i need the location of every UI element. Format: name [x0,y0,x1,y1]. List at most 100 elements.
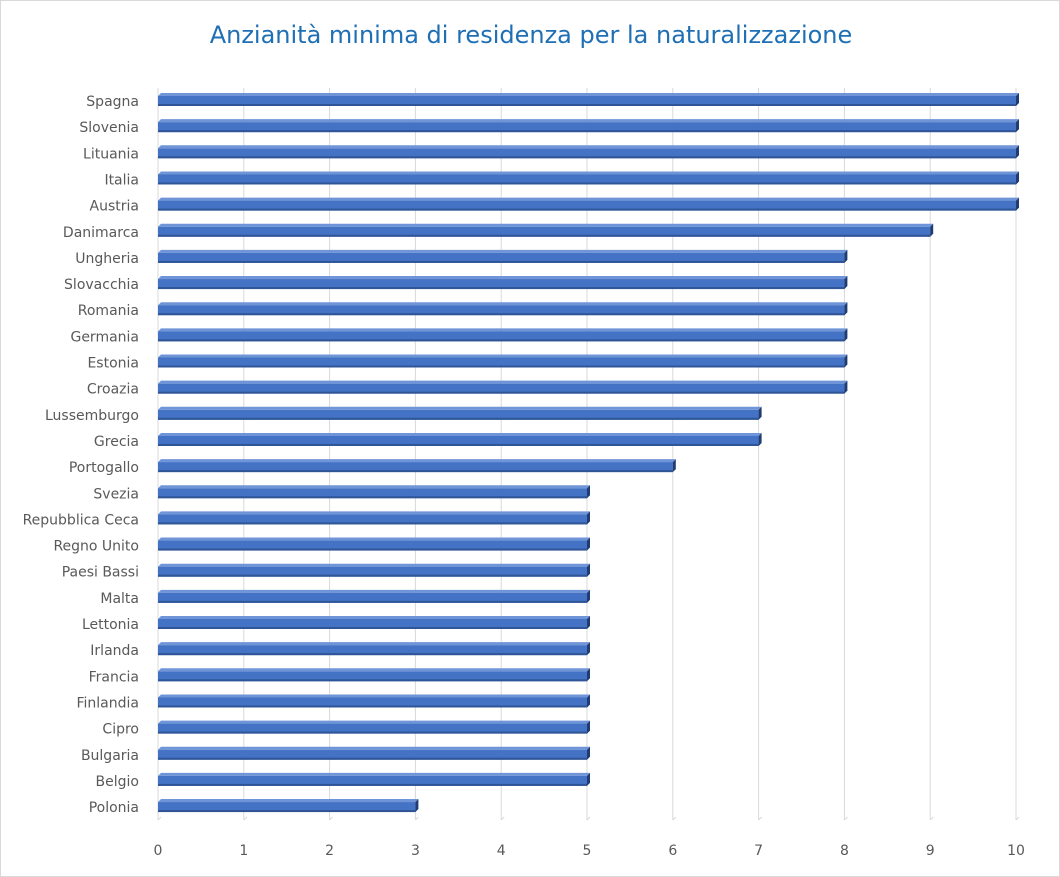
bar-end [844,302,848,316]
category-label: Lussemburgo [45,408,139,424]
bar-bottom-shade [158,653,587,656]
bar-front [158,592,587,603]
bar-front [158,514,587,525]
bar [158,145,1019,159]
bar-front [158,723,587,734]
x-tick-label: 7 [754,843,763,859]
category-label: Regno Unito [53,539,139,555]
bar-front [158,200,1016,211]
bar [158,406,762,420]
bar-front [158,122,1016,133]
category-label: Danimarca [63,225,139,241]
x-tick-label: 5 [583,843,592,859]
category-label: Francia [89,669,139,685]
bar-end [758,432,762,446]
category-label: Austria [90,199,139,215]
category-labels: Spagna Slovenia Lituania Italia Austria Danim… [23,94,139,816]
x-tick-label: 9 [926,843,935,859]
bar-top [158,223,934,227]
bar-front [158,802,416,813]
bar-front [158,540,587,551]
bar-end [587,485,590,499]
x-tick-label: 0 [154,843,163,859]
bar-end [844,328,848,342]
category-label: Romania [78,303,139,319]
bar-end [1016,119,1019,133]
bar-end [587,642,590,656]
category-label: Spagna [86,94,139,110]
bar-bottom-shade [158,783,587,786]
bar [158,694,590,708]
category-label: Italia [104,172,139,188]
bar [158,276,848,290]
bar [158,93,1019,106]
bar-bottom-shade [158,391,845,394]
x-tick-label: 1 [239,843,248,859]
bar-top [158,485,590,489]
bar-top [158,406,762,410]
bar-bottom-shade [158,417,759,420]
bar [158,197,1019,211]
bar [158,720,590,734]
bar-top [158,354,848,358]
bar [158,485,590,499]
bar-end [930,223,934,237]
gridline-depth [157,816,162,821]
x-tick-label: 4 [497,843,506,859]
bar-top [158,616,590,619]
gridline-depth [329,816,333,821]
gridline-depth [1015,816,1020,821]
bar-end [587,616,590,629]
bar-end [1016,93,1019,106]
bar [158,799,419,813]
bar-front [158,749,587,760]
bar-front [158,331,845,342]
bar-bottom-shade [158,313,845,316]
bar-front [158,383,845,394]
bar [158,511,590,525]
bar-end [844,249,848,263]
bar-end [1016,145,1019,159]
category-label: Irlanda [90,643,139,659]
bar-top [158,145,1019,149]
bar-top [158,93,1019,96]
gridline-depth [243,816,248,821]
bar-bottom-shade [158,548,587,551]
x-tick-label: 8 [840,843,849,859]
bar [158,354,848,368]
bar-bottom-shade [158,470,673,473]
bar-end [844,276,848,290]
bar-bottom-shade [158,104,1016,106]
bar-top [158,328,848,332]
bar-end [1016,171,1019,185]
bar-end [587,563,590,577]
bar-top [158,563,590,567]
bar-top [158,197,1019,201]
bar [158,171,1019,185]
category-label: Repubblica Ceca [23,512,139,528]
bar-end [587,668,590,682]
bar-front [158,645,587,656]
bar-top [158,380,848,384]
bar-front [158,305,845,316]
bar-front [158,671,587,682]
bar [158,537,590,551]
category-label: Slovenia [79,120,139,136]
gridline-depth [500,816,505,821]
bar-bottom-shade [158,208,1016,211]
bar-bottom-shade [158,260,845,263]
bar-bottom-shade [158,182,1016,185]
bar-bottom-shade [158,679,587,682]
bar-front [158,279,845,290]
bar-end [587,772,590,786]
gridline-depth [415,816,419,821]
category-label: Cipro [102,722,139,738]
bar-front [158,435,759,446]
bar-bottom-shade [158,705,587,708]
bar-bottom-shade [158,287,845,290]
bar [158,563,590,577]
category-label: Lettonia [82,617,139,633]
bar-front [158,775,587,786]
category-label: Belgio [96,774,139,790]
